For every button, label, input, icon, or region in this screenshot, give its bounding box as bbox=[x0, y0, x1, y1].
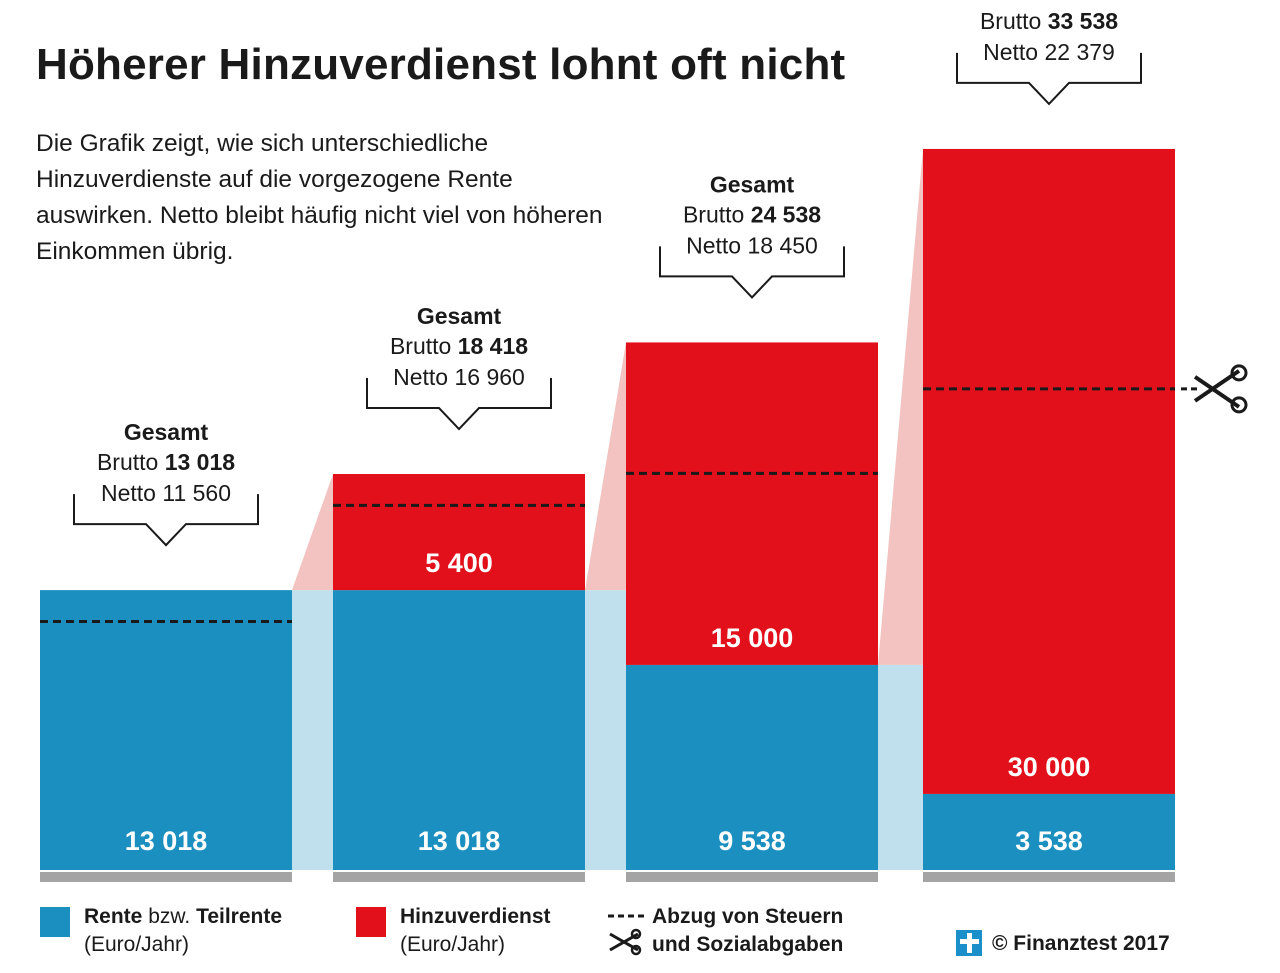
callout-netto-value: 18 450 bbox=[748, 232, 818, 258]
callout-heading: Gesamt bbox=[417, 303, 502, 329]
credit: © Finanztest 2017 bbox=[992, 932, 1170, 955]
value-label-hinzuverdienst: 5 400 bbox=[425, 548, 493, 578]
legend-hinzu-unit: (Euro/Jahr) bbox=[400, 933, 506, 956]
scissors-handle bbox=[1230, 364, 1248, 382]
callout-bracket bbox=[659, 246, 845, 299]
legend-swatch-rente bbox=[40, 907, 70, 937]
callout-brutto-label: Brutto bbox=[980, 8, 1048, 34]
gap-connector bbox=[585, 590, 626, 870]
legend-abzug-symbol bbox=[608, 914, 644, 956]
callout-bracket bbox=[956, 52, 1142, 106]
scissors-handle bbox=[1230, 396, 1248, 414]
callout-netto: Netto 11 560 bbox=[101, 480, 231, 506]
callout-netto-value: 11 560 bbox=[162, 480, 231, 506]
callout-brutto: Brutto 33 538 bbox=[980, 8, 1118, 34]
callout-netto-value: 16 960 bbox=[455, 364, 525, 390]
value-label-rente: 13 018 bbox=[125, 826, 208, 856]
callout-netto-label: Netto bbox=[983, 39, 1044, 65]
callout-heading: Gesamt bbox=[124, 419, 209, 445]
value-label-rente: 9 538 bbox=[718, 826, 786, 856]
growth-connector bbox=[585, 342, 626, 591]
callout-brutto: Brutto 24 538 bbox=[683, 201, 821, 227]
growth-connector bbox=[292, 474, 333, 591]
scissors-icon bbox=[609, 928, 642, 956]
callout-brutto: Brutto 18 418 bbox=[390, 333, 528, 359]
callout-brutto-value: 13 018 bbox=[165, 449, 236, 475]
callout-netto: Netto 18 450 bbox=[686, 232, 818, 258]
callout-netto-label: Netto bbox=[393, 364, 454, 390]
value-label-hinzuverdienst: 15 000 bbox=[711, 623, 794, 653]
value-label-hinzuverdienst: 30 000 bbox=[1008, 752, 1091, 782]
callout-bracket bbox=[366, 378, 552, 431]
callout-brutto-value: 18 418 bbox=[458, 333, 529, 359]
legend-rente-label2: Teilrente bbox=[196, 905, 283, 928]
bar-baseline bbox=[626, 872, 878, 882]
callout-brutto-value: 33 538 bbox=[1048, 8, 1119, 34]
legend-rente-label: Rente bbox=[84, 905, 143, 928]
legend-rente-mid: bzw. bbox=[142, 905, 197, 928]
legend-abzug: Abzug von Steuern und Sozialabgaben bbox=[652, 903, 843, 959]
gap-connector bbox=[878, 664, 923, 870]
finanztest-logo-icon bbox=[956, 930, 982, 956]
legend-rente: Rente bzw. Teilrente (Euro/Jahr) bbox=[84, 903, 282, 959]
callout-brutto-label: Brutto bbox=[97, 449, 165, 475]
legend-swatch-hinzuverdienst bbox=[356, 907, 386, 937]
callout-brutto-label: Brutto bbox=[390, 333, 458, 359]
bar-hinzuverdienst bbox=[626, 342, 878, 665]
callout-netto: Netto 16 960 bbox=[393, 364, 525, 390]
callout-netto-value: 22 379 bbox=[1045, 39, 1115, 65]
callout-heading: Gesamt bbox=[710, 171, 795, 197]
legend-abzug-line2: und Sozialabgaben bbox=[652, 933, 844, 956]
callout-netto-label: Netto bbox=[101, 480, 162, 506]
scissors-icon bbox=[1181, 364, 1248, 414]
bar-baseline bbox=[40, 872, 292, 882]
callout-netto: Netto 22 379 bbox=[983, 39, 1115, 65]
callout-bracket bbox=[73, 494, 259, 547]
chart-intro: Die Grafik zeigt, wie sich unterschiedli… bbox=[36, 130, 603, 265]
callout-brutto: Brutto 13 018 bbox=[97, 449, 235, 475]
legend-hinzuverdienst: Hinzuverdienst (Euro/Jahr) bbox=[400, 903, 551, 959]
legend-hinzu-label: Hinzuverdienst bbox=[400, 905, 551, 928]
bar-rente bbox=[40, 590, 292, 870]
bar-baseline bbox=[923, 872, 1175, 882]
legend-rente-unit: (Euro/Jahr) bbox=[84, 933, 190, 956]
callout-heading: Gesamt bbox=[1007, 0, 1092, 4]
bar-rente bbox=[923, 793, 1175, 870]
value-label-rente: 3 538 bbox=[1015, 826, 1083, 856]
bar-hinzuverdienst bbox=[333, 474, 585, 591]
growth-connector bbox=[878, 148, 923, 665]
gap-connector bbox=[292, 590, 333, 870]
callout-brutto-label: Brutto bbox=[683, 201, 751, 227]
bar-baseline bbox=[333, 872, 585, 882]
legend-abzug-line1: Abzug von Steuern bbox=[652, 905, 844, 928]
value-label-rente: 13 018 bbox=[418, 826, 501, 856]
bar-rente bbox=[626, 664, 878, 870]
callout-brutto-value: 24 538 bbox=[751, 201, 822, 227]
callout-netto-label: Netto bbox=[686, 232, 747, 258]
bar-rente bbox=[333, 590, 585, 870]
chart-title: Höherer Hinzuverdienst lohnt oft nicht bbox=[36, 40, 846, 89]
bar-hinzuverdienst bbox=[923, 148, 1175, 794]
